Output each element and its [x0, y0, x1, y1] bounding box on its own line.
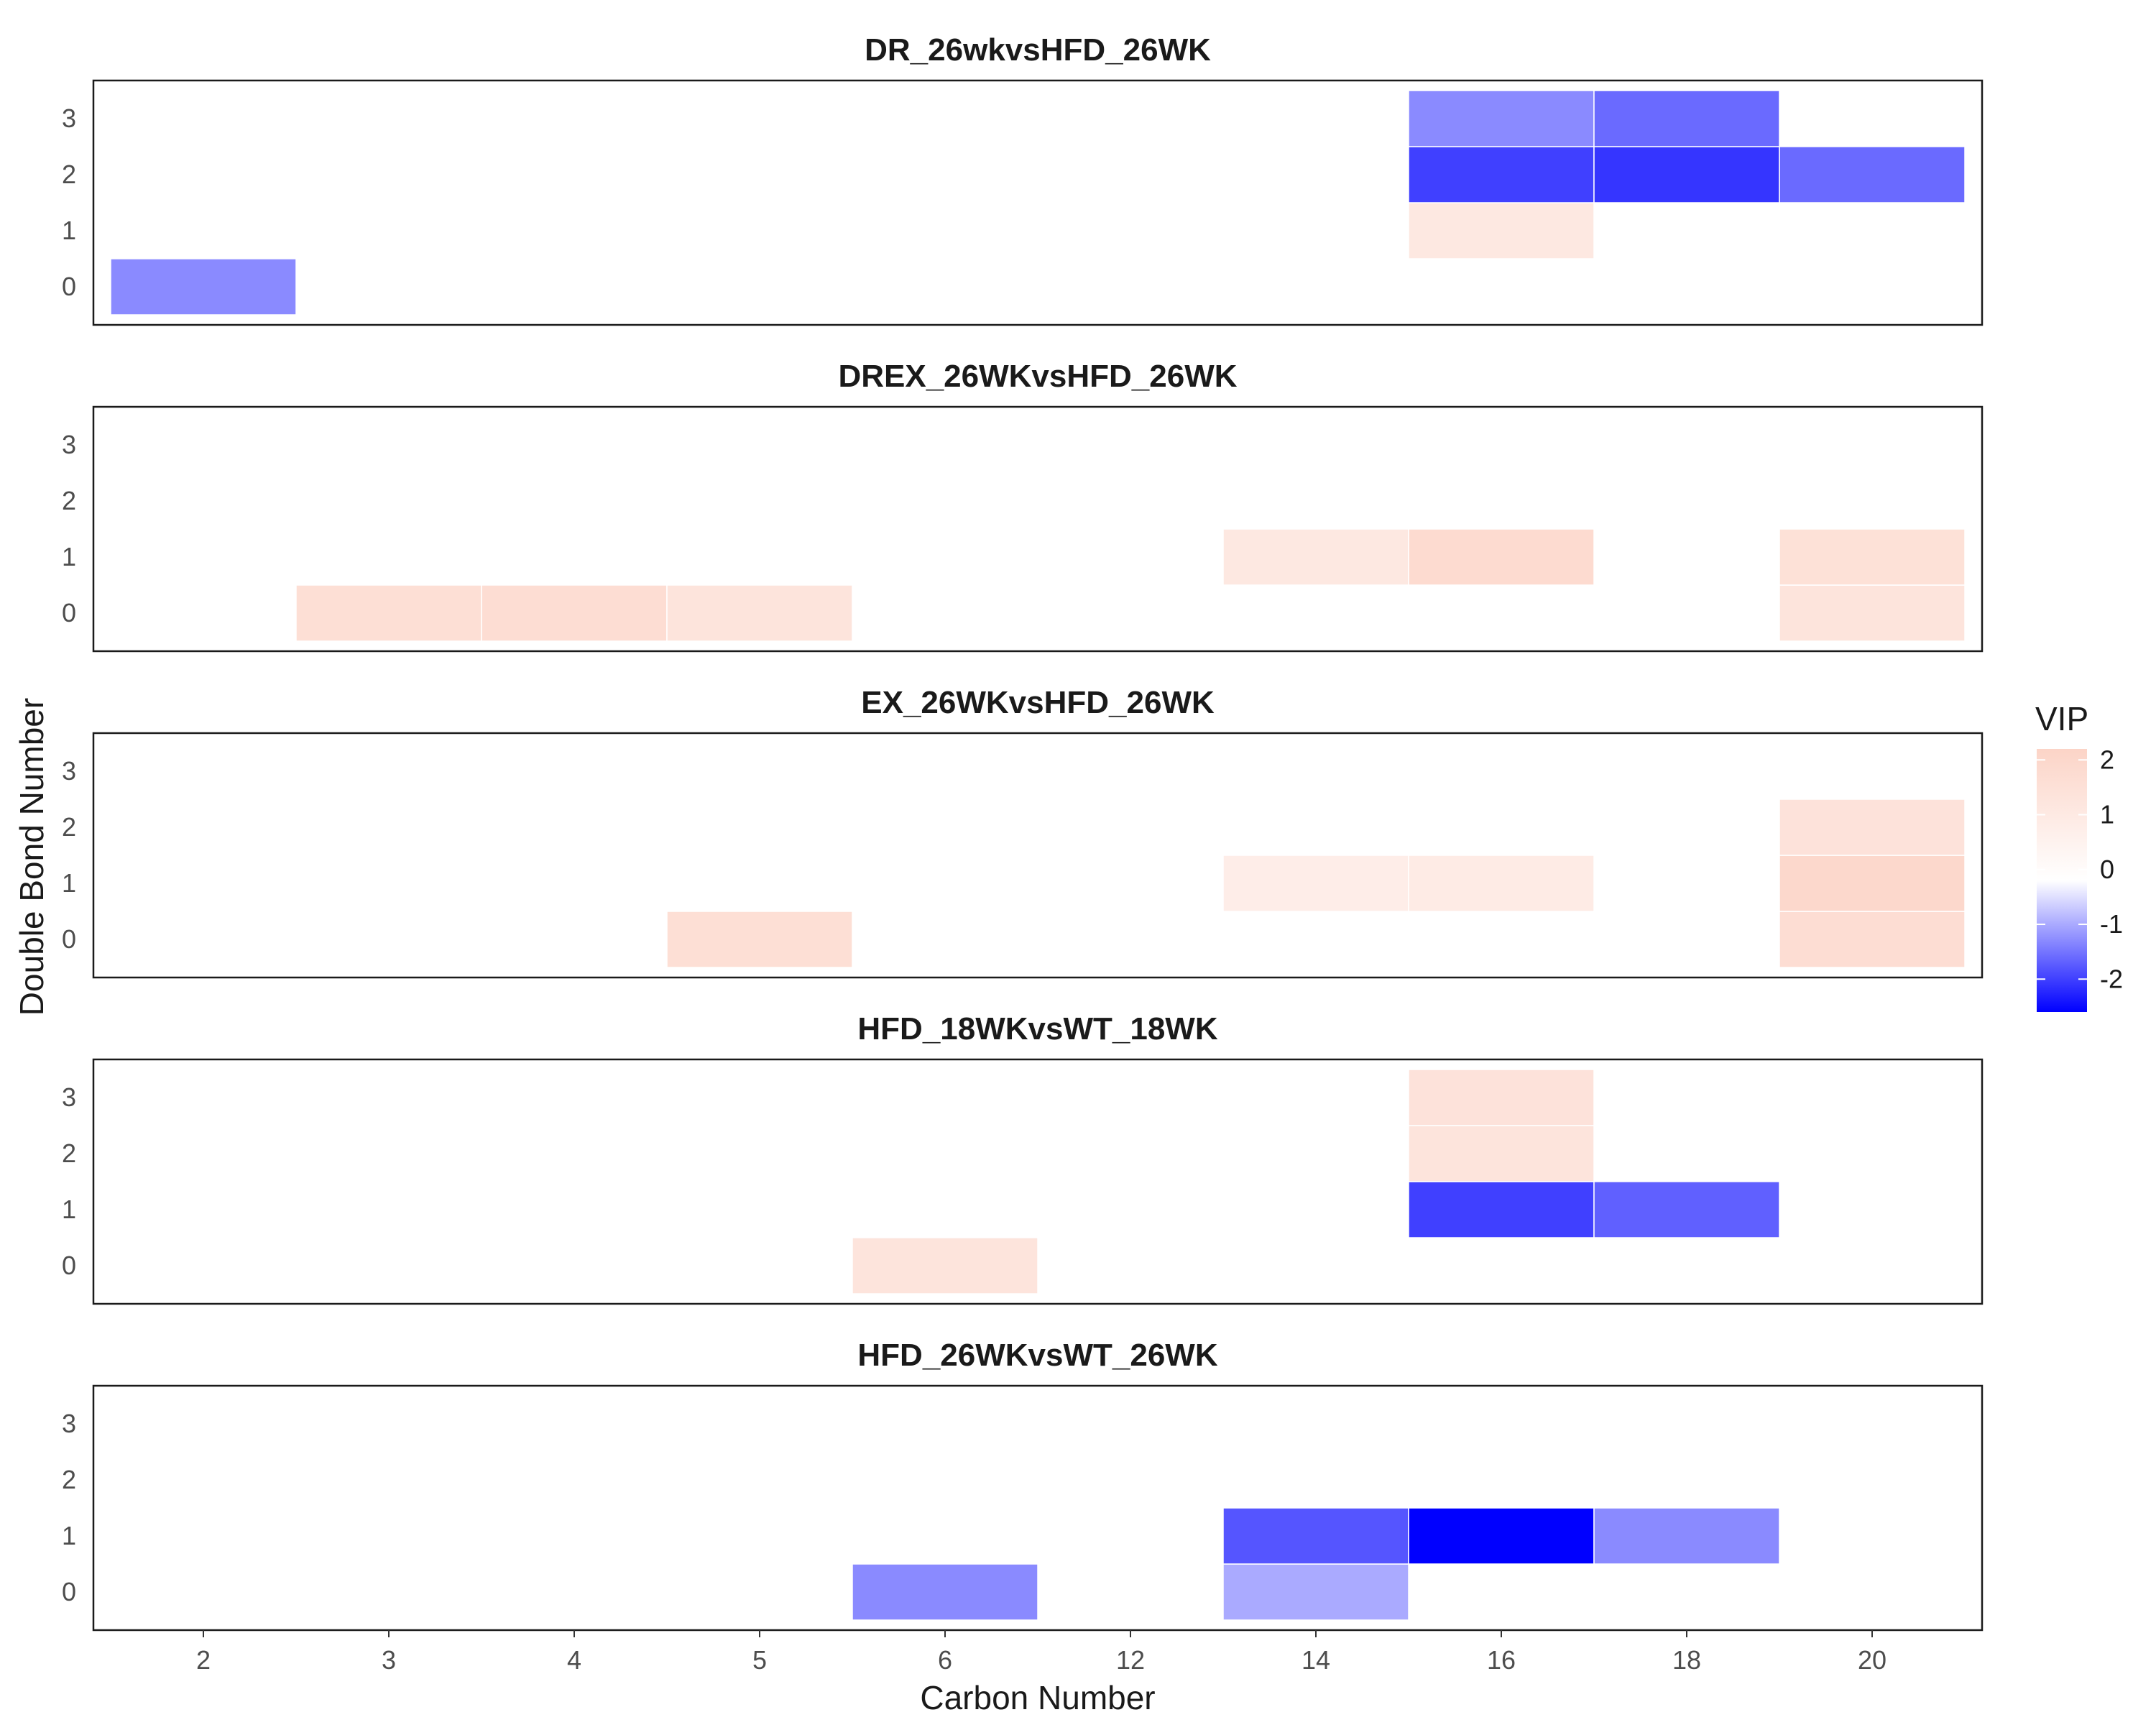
y-tick-label: 3: [62, 104, 76, 133]
y-tick-label: 2: [62, 812, 76, 842]
y-tick-label: 1: [62, 868, 76, 898]
x-axis: 2 3 4 5 6 12 14 16 18 20: [196, 1630, 1886, 1675]
heatmap-tile: [1408, 1125, 1595, 1182]
heatmap-tile: [1593, 146, 1780, 203]
x-tick-label: 2: [196, 1645, 211, 1675]
y-tick-label: 0: [62, 1577, 76, 1606]
legend-tick-label: -1: [2100, 909, 2123, 939]
heatmap-tile: [1408, 90, 1595, 147]
x-tick-label: 18: [1672, 1645, 1701, 1675]
y-tick-label: 1: [62, 1521, 76, 1550]
facet-panel: DREX_26WKvsHFD_26WK 0 1 2 3: [62, 359, 1984, 653]
x-tick-label: 3: [382, 1645, 396, 1675]
panel-frame: [92, 1384, 1984, 1632]
facet-panel: HFD_18WKvsWT_18WK 0 1 2 3: [62, 1011, 1984, 1305]
heatmap-tile: [852, 1563, 1038, 1621]
heatmap-tile: [1408, 146, 1595, 203]
legend-tick-label: 0: [2100, 855, 2114, 884]
heatmap-tile: [110, 258, 297, 316]
heatmap-tile: [1593, 90, 1780, 147]
heatmap-tile: [1593, 1507, 1780, 1565]
y-tick-label: 3: [62, 430, 76, 459]
x-tick-label: 14: [1302, 1645, 1330, 1675]
y-tick-label: 0: [62, 1251, 76, 1280]
heatmap-tile: [1779, 799, 1966, 856]
facet-panel: DR_26wkvsHFD_26WK 0 1 2 3: [62, 32, 1984, 326]
x-tick-label: 20: [1858, 1645, 1886, 1675]
x-tick-label: 16: [1487, 1645, 1516, 1675]
x-tick-label: 12: [1116, 1645, 1145, 1675]
legend-colorbar: [2037, 749, 2087, 1012]
y-tick-label: 1: [62, 1195, 76, 1224]
heatmap-tile: [852, 1237, 1038, 1294]
panel-frame: [92, 732, 1984, 979]
y-tick-label: 0: [62, 598, 76, 627]
y-tick-label: 3: [62, 1409, 76, 1438]
heatmap-tile: [1779, 528, 1966, 586]
facet-panel: EX_26WKvsHFD_26WK 0 1 2 3: [62, 685, 1984, 979]
legend-title: VIP: [2035, 700, 2088, 737]
heatmap-tile: [1408, 528, 1595, 586]
heatmap-tile: [1779, 855, 1966, 912]
panel-frame: [92, 405, 1984, 653]
panel-frame: [92, 1058, 1984, 1305]
y-tick-label: 2: [62, 486, 76, 515]
legend-tick-label: 1: [2100, 800, 2114, 829]
y-tick-label: 2: [62, 160, 76, 189]
facet-panel: HFD_26WKvsWT_26WK 0 1 2 3: [62, 1338, 1984, 1632]
y-tick-label: 2: [62, 1465, 76, 1494]
x-tick-label: 4: [567, 1645, 581, 1675]
panel-frame: [92, 79, 1984, 326]
vip-legend: VIP 2 1 0 -1 -2: [2035, 700, 2123, 1012]
y-tick-label: 3: [62, 1082, 76, 1112]
legend-tick-label: -2: [2100, 964, 2123, 993]
heatmap-tile: [1779, 584, 1966, 642]
heatmap-tile: [1222, 1507, 1409, 1565]
legend-tick-label: 2: [2100, 745, 2114, 774]
y-tick-label: 3: [62, 756, 76, 786]
heatmap-tile: [295, 584, 482, 642]
heatmap-tile: [666, 911, 853, 968]
panel-title: DREX_26WKvsHFD_26WK: [838, 359, 1237, 394]
heatmap-tile: [1222, 528, 1409, 586]
y-tick-label: 1: [62, 216, 76, 245]
heatmap-tile: [1222, 855, 1409, 912]
panel-title: HFD_18WKvsWT_18WK: [857, 1011, 1217, 1046]
heatmap-tile: [1779, 146, 1966, 203]
heatmap-tile: [481, 584, 668, 642]
y-tick-label: 0: [62, 272, 76, 301]
y-axis-title: Double Bond Number: [13, 698, 50, 1016]
y-tick-label: 0: [62, 924, 76, 954]
facet-panels: DR_26wkvsHFD_26WK0123DREX_26WKvsHFD_26WK…: [62, 32, 1984, 1632]
y-tick-label: 1: [62, 542, 76, 571]
heatmap-tile: [1408, 1181, 1595, 1238]
panel-title: DR_26wkvsHFD_26WK: [865, 32, 1211, 68]
y-tick-label: 2: [62, 1138, 76, 1168]
x-tick-label: 6: [938, 1645, 952, 1675]
heatmap-tile: [1408, 202, 1595, 259]
heatmap-tile: [1779, 911, 1966, 968]
x-axis-title: Carbon Number: [920, 1679, 1155, 1716]
heatmap-tile: [1408, 855, 1595, 912]
heatmap-tile: [1593, 1181, 1780, 1238]
heatmap-tile: [666, 584, 853, 642]
panel-title: EX_26WKvsHFD_26WK: [861, 685, 1215, 720]
heatmap-tile: [1408, 1507, 1595, 1565]
x-tick-label: 5: [752, 1645, 767, 1675]
heatmap-tile: [1222, 1563, 1409, 1621]
heatmap-tile: [1408, 1069, 1595, 1126]
panel-title: HFD_26WKvsWT_26WK: [857, 1338, 1217, 1373]
